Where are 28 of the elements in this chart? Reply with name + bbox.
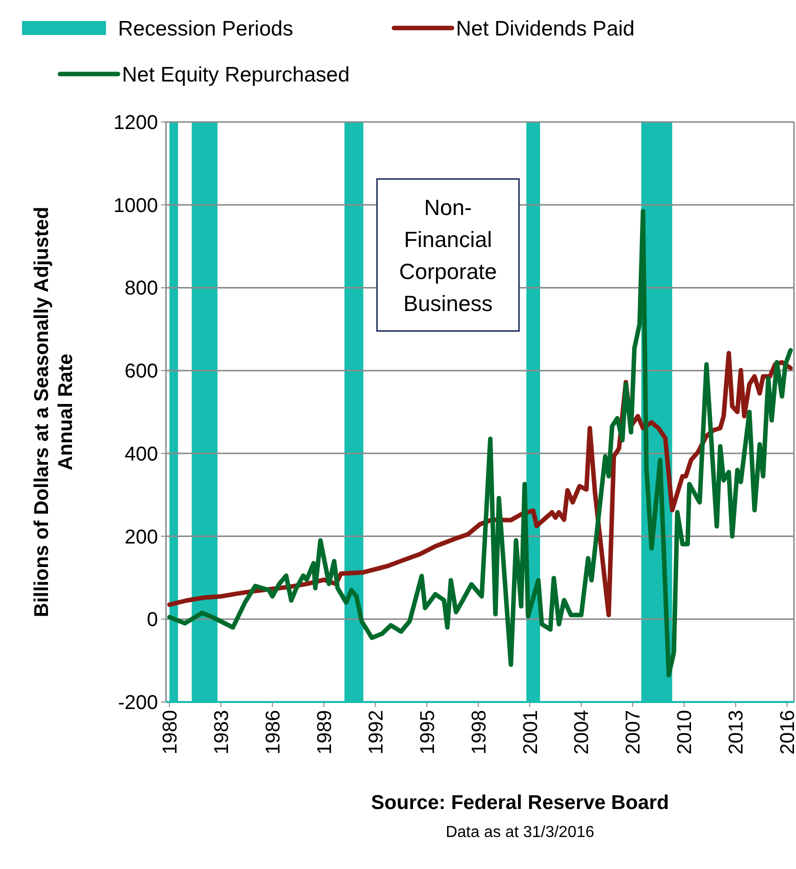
y-tick-label: 1000 bbox=[114, 194, 158, 217]
y-tick-label: 0 bbox=[146, 609, 158, 632]
x-tick-label: 1992 bbox=[365, 710, 388, 754]
legend-label: Net Equity Repurchased bbox=[122, 63, 350, 86]
x-tick-label: 1983 bbox=[210, 710, 233, 754]
x-tick-label: 2013 bbox=[726, 710, 748, 754]
y-axis-title: Billions of Dollars at a Seasonally Adjusted Annual Rate bbox=[31, 206, 77, 618]
x-tick-label: 2007 bbox=[622, 710, 645, 754]
x-tick-label: 1986 bbox=[262, 710, 284, 754]
y-tick-label: 400 bbox=[124, 443, 158, 466]
y-tick-label: -200 bbox=[118, 692, 158, 714]
x-tick-label: 1980 bbox=[159, 710, 182, 754]
source-note: Source: Federal Reserve Board bbox=[371, 792, 669, 814]
x-tick-label: 1989 bbox=[314, 710, 336, 754]
legend-label: Net Dividends Paid bbox=[456, 17, 635, 40]
x-tick-label: 2004 bbox=[571, 710, 594, 754]
y-tick-label: 200 bbox=[124, 526, 158, 548]
x-tick-label: 1995 bbox=[416, 710, 439, 754]
y-tick-label: 1200 bbox=[114, 112, 158, 134]
x-tick-label: 2010 bbox=[674, 710, 696, 754]
annotation: Non-Financial Corporate Business bbox=[399, 195, 497, 316]
legend-label: Recession Periods bbox=[118, 17, 294, 40]
x-tick-label: 1998 bbox=[468, 710, 490, 754]
text: Data as at 31/3/2016 bbox=[446, 824, 594, 841]
y-tick-label: 600 bbox=[124, 360, 158, 383]
x-tick-label: 2016 bbox=[777, 710, 796, 754]
y-tick-label: 800 bbox=[124, 278, 158, 300]
x-tick-label: 2001 bbox=[520, 710, 542, 754]
